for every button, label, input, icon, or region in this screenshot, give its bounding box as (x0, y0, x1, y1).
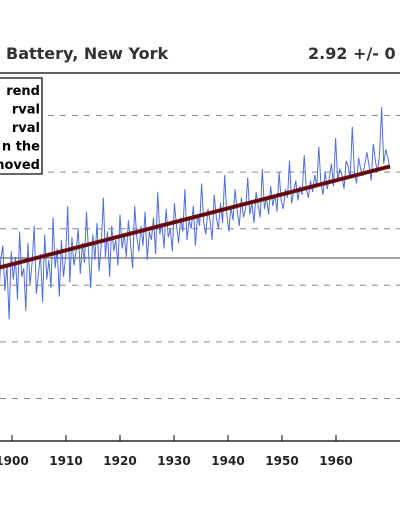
x-tick-label: 1960 (319, 454, 352, 468)
x-tick-label: 1940 (211, 454, 244, 468)
grid-lines (0, 114, 400, 400)
chart-title: Battery, New York (6, 44, 169, 63)
trend-rate-text: 2.92 +/- 0 (308, 44, 396, 63)
legend: rend rval rval n the noved (0, 77, 43, 175)
trend-line-core (0, 165, 391, 268)
legend-entry: rval (12, 121, 40, 136)
x-tick-label: 1930 (157, 454, 190, 468)
x-tick-label: 1900 (0, 454, 29, 468)
x-tick-label: 1950 (265, 454, 298, 468)
legend-entry: noved (0, 158, 40, 173)
series-monthly (0, 106, 391, 320)
plot-area (0, 73, 400, 441)
legend-entry: n the (2, 140, 40, 155)
legend-entry: rval (12, 103, 40, 118)
x-axis: 1900 1910 1920 1930 1940 1950 1960 (0, 435, 353, 468)
series-trend (0, 164, 391, 270)
series-line (0, 106, 391, 320)
legend-entry: rend (6, 84, 40, 99)
x-tick-label: 1920 (103, 454, 136, 468)
x-tick-label: 1910 (49, 454, 82, 468)
legend-box (0, 77, 43, 175)
